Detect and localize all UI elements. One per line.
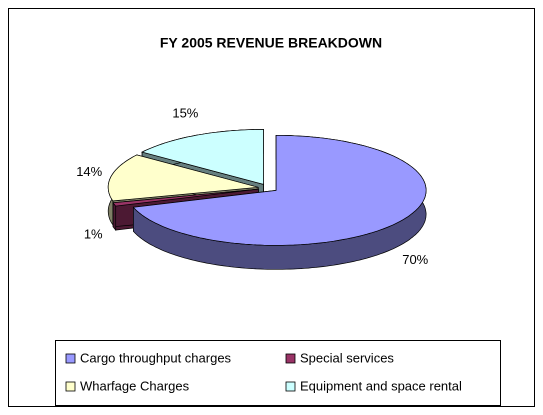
data-label: 1%: [84, 227, 103, 242]
legend-label: Cargo throughput charges: [80, 350, 232, 365]
slice: [112, 188, 259, 207]
slice-side: [112, 201, 117, 232]
legend-label: Wharfage Charges: [80, 378, 190, 393]
legend-swatch: [285, 353, 296, 364]
legend-box: [55, 340, 501, 406]
legend-label: Special services: [300, 350, 394, 365]
legend-swatch: [65, 353, 76, 364]
chart-title: FY 2005 REVENUE BREAKDOWN: [160, 35, 382, 51]
pie: 70% 1% 14% 15%: [76, 105, 429, 270]
legend-swatch: [285, 381, 296, 392]
legend-label: Equipment and space rental: [300, 378, 462, 393]
data-label: 70%: [402, 252, 428, 267]
slice: [132, 135, 427, 246]
data-label: 15%: [172, 105, 198, 120]
legend-swatch: [65, 381, 76, 392]
slice: [141, 129, 264, 185]
legend: Cargo throughput charges Special services…: [65, 350, 462, 393]
slice: [107, 154, 259, 202]
data-label: 14%: [76, 164, 102, 179]
